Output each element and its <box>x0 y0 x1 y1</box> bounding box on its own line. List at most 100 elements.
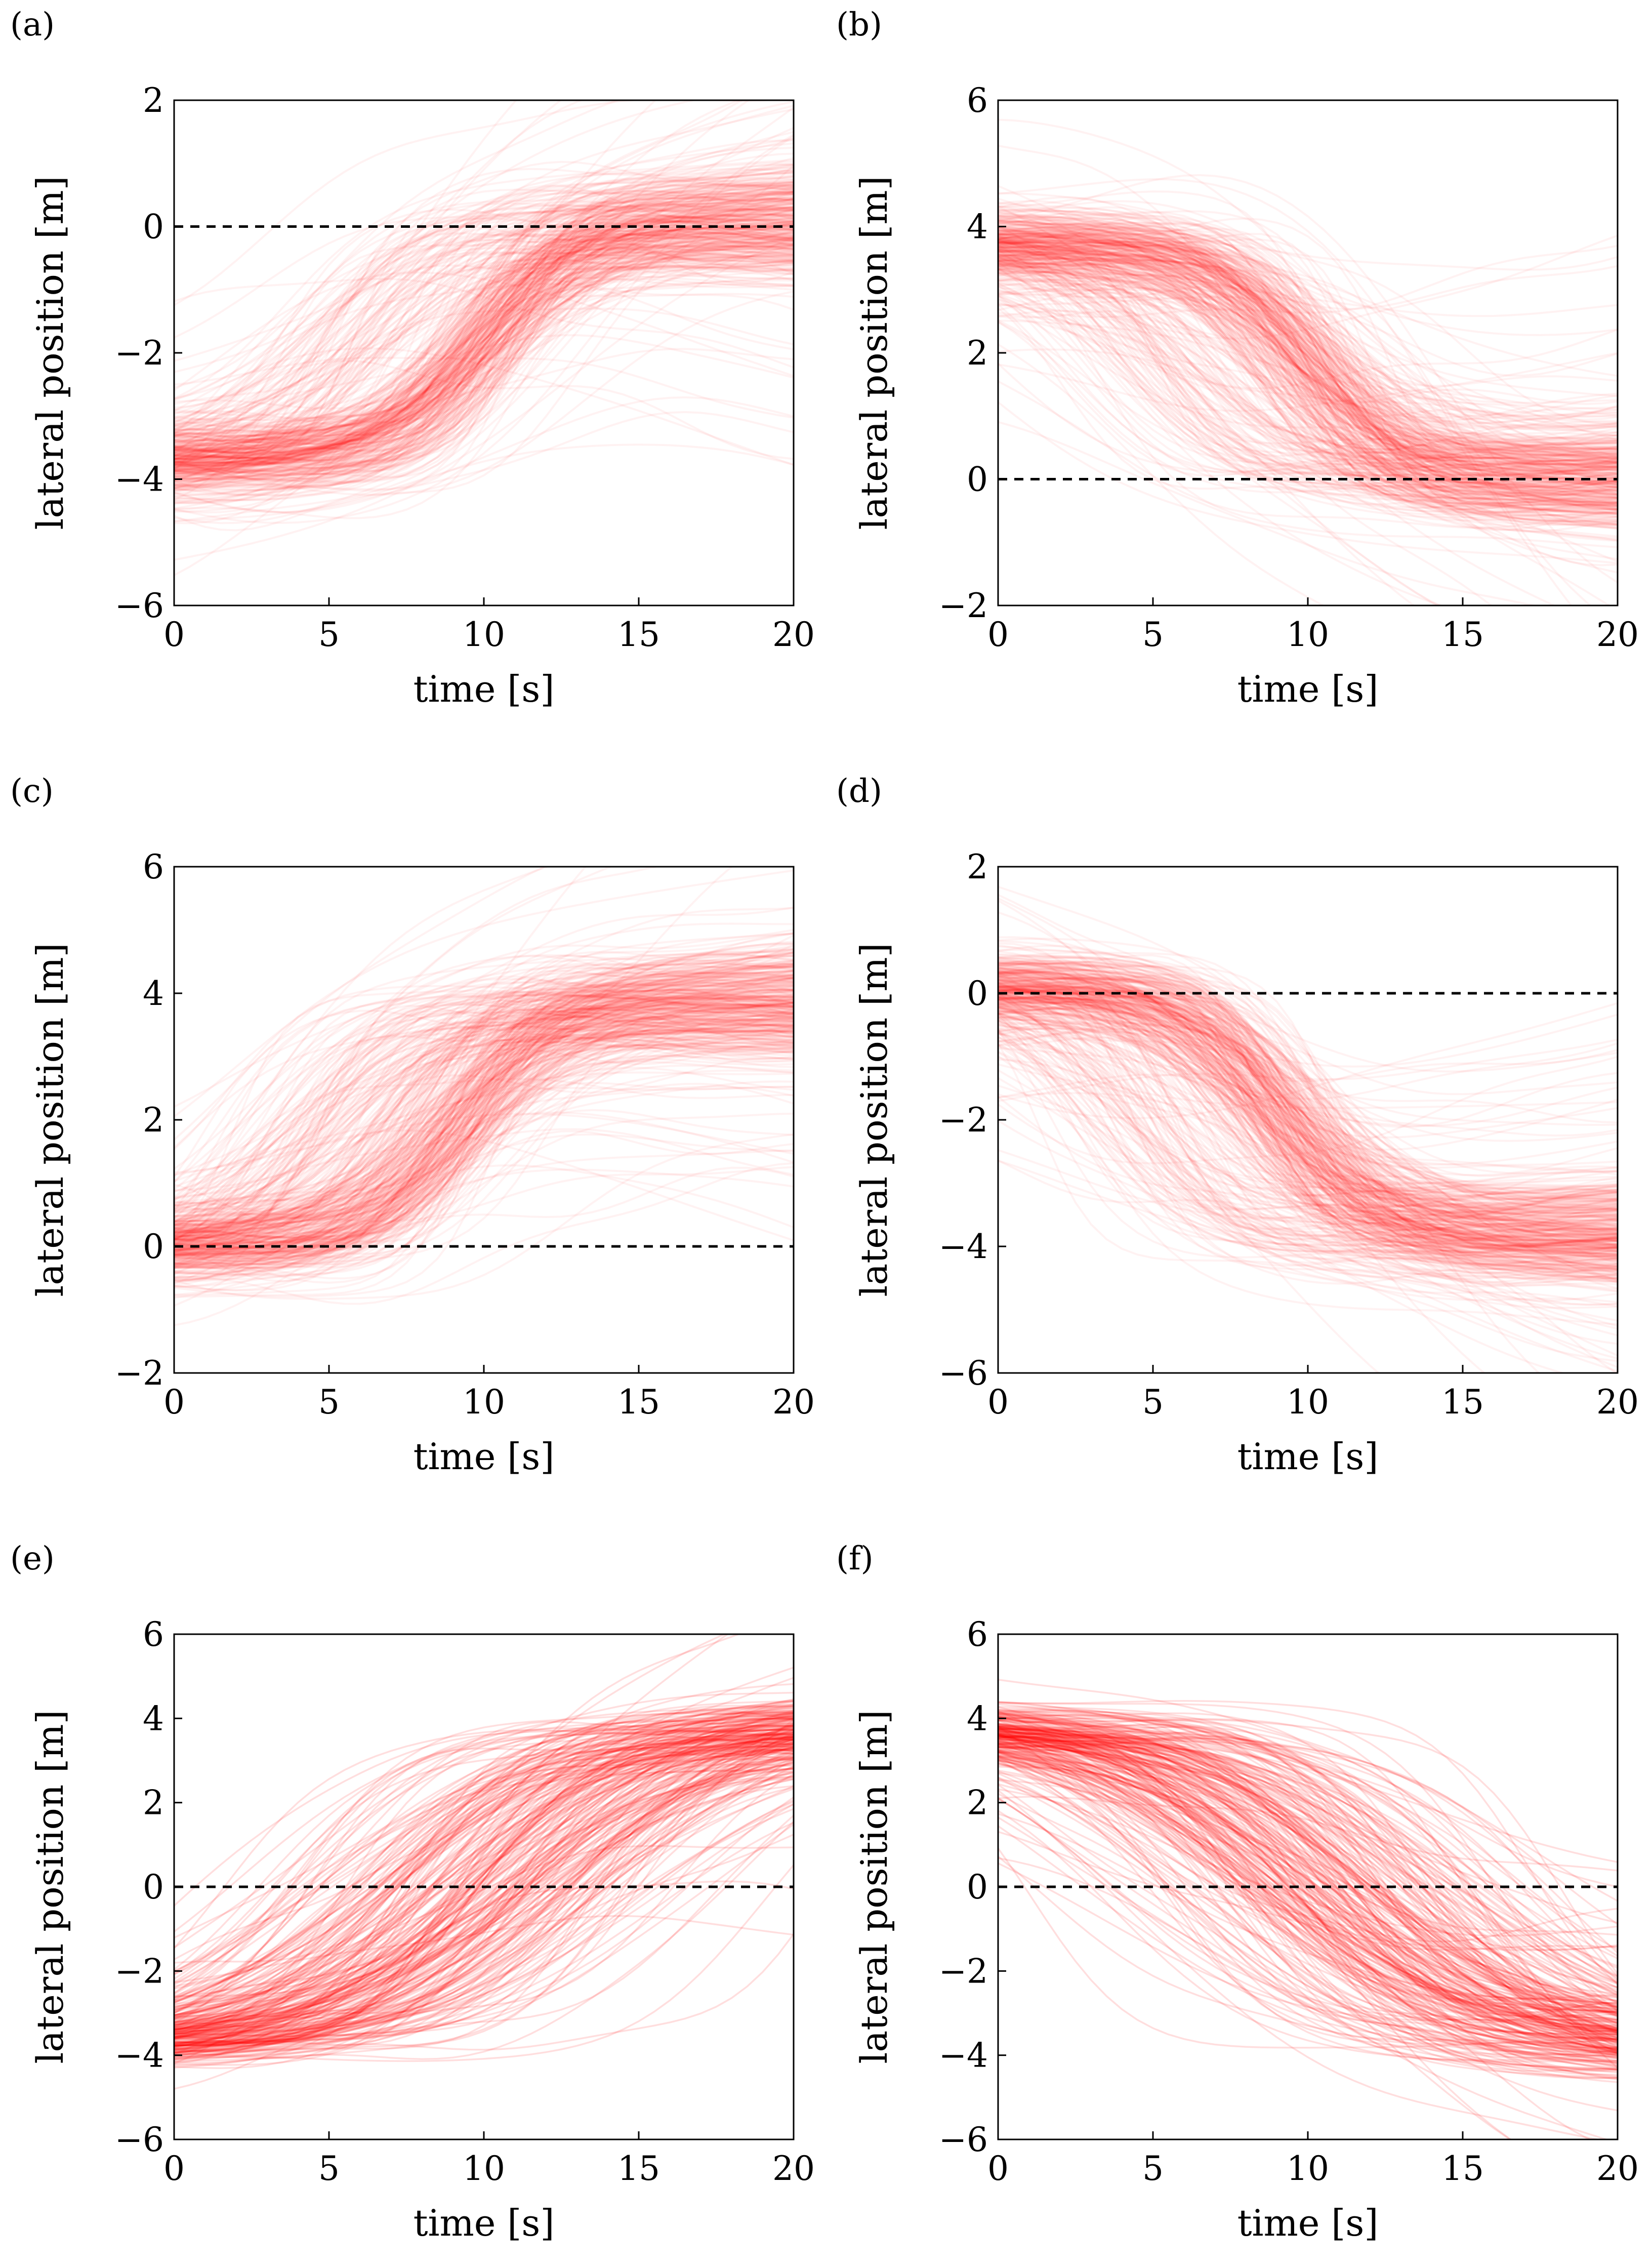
chart-c-trajectory <box>174 950 794 1236</box>
chart-d-trajectory <box>998 950 1618 1273</box>
chart-f-trajectory <box>998 1730 1618 2050</box>
chart-c-trajectory <box>174 1002 794 1259</box>
chart-e-trajectory <box>174 1729 794 1997</box>
chart-b-trajectory <box>998 205 1618 465</box>
chart-e-trajectory <box>174 1755 794 2062</box>
chart-b-trajectory <box>998 228 1618 479</box>
chart-f-trajectory <box>998 1735 1618 1954</box>
chart-e-trajectory <box>174 1735 794 2047</box>
chart-c-trajectory <box>174 1010 794 1255</box>
chart-f-trajectory <box>998 1728 1618 2044</box>
chart-a-trajectory <box>174 233 794 478</box>
chart-e-trajectory <box>174 1739 794 2038</box>
chart-b-trajectory <box>998 257 1618 419</box>
chart-d-trajectory <box>998 993 1618 1244</box>
chart-c-trajectory <box>174 1024 794 1149</box>
chart-d-trajectory <box>998 957 1618 1258</box>
chart-d-trajectory <box>998 993 1618 1252</box>
chart-c-trajectory <box>174 1005 794 1281</box>
chart-c-trajectory <box>174 978 794 1217</box>
chart-d-trajectory <box>998 1024 1618 1142</box>
chart-c-trajectory <box>174 1022 794 1247</box>
chart-c-trajectory <box>174 1027 794 1222</box>
chart-d-y-tick-label: 0 <box>967 974 988 1013</box>
chart-a-trajectory <box>174 217 794 491</box>
chart-a-trajectory <box>174 229 794 436</box>
chart-a-trajectory <box>174 210 794 458</box>
chart-d-trajectory <box>998 1055 1618 1304</box>
chart-d-trajectory <box>998 1016 1618 1247</box>
chart-c-trajectory <box>174 1015 794 1272</box>
chart-b-trajectory <box>998 242 1618 451</box>
chart-f-trajectory <box>998 1758 1618 2036</box>
chart-c-trajectory <box>174 996 794 1233</box>
chart-c-trajectory <box>174 1015 794 1240</box>
chart-b-trajectory <box>998 231 1618 432</box>
chart-d-trajectory <box>998 999 1618 1283</box>
chart-b-trajectory <box>998 253 1618 525</box>
chart-d-trajectory <box>998 945 1618 1283</box>
chart-c-trajectory <box>174 1002 794 1206</box>
chart-b-trajectory <box>998 219 1618 514</box>
chart-e-trajectory <box>174 1716 794 2047</box>
chart-d-trajectory <box>998 988 1618 1222</box>
chart-e-trajectory <box>174 1750 794 2041</box>
chart-c-trajectory <box>174 952 794 1257</box>
chart-c-trajectory <box>174 1003 794 1240</box>
chart-e-trajectory <box>174 1757 794 2051</box>
chart-e-trajectory <box>174 1757 794 2028</box>
chart-d-trajectory <box>998 971 1618 1259</box>
chart-e-trajectory <box>174 1728 794 2001</box>
chart-a-trajectory <box>174 193 794 463</box>
chart-d-trajectory <box>998 1017 1618 1327</box>
chart-d-trajectory <box>998 1012 1618 1247</box>
chart-c-trajectory <box>174 1030 794 1254</box>
chart-a-trajectory <box>174 239 794 466</box>
chart-c-trajectory <box>174 964 794 1259</box>
chart-c-trajectory <box>174 1046 794 1265</box>
chart-d-trajectory <box>998 969 1618 1252</box>
chart-a-trajectory <box>174 252 794 473</box>
chart-d-trajectory <box>998 978 1618 1223</box>
chart-f-trajectory <box>998 1744 1618 2071</box>
chart-f-trajectory <box>998 1730 1618 2031</box>
chart-a-trajectory <box>174 241 794 405</box>
chart-b-trajectory <box>998 250 1618 459</box>
chart-a-trajectory <box>174 257 794 482</box>
chart-c-trajectory <box>174 970 794 1228</box>
chart-d-trajectory <box>998 1011 1618 1306</box>
chart-e-trajectory <box>174 1722 794 2067</box>
chart-a-trajectory <box>174 225 794 484</box>
chart-d-trajectory <box>998 1003 1618 1215</box>
chart-f-trajectory <box>998 1727 1618 1995</box>
chart-c-trajectory <box>174 948 794 1251</box>
chart-f-trajectory <box>998 1749 1618 2049</box>
chart-c-trajectory <box>174 1028 794 1224</box>
chart-b-trajectory <box>998 245 1618 477</box>
chart-e-trajectory <box>174 1700 794 2069</box>
chart-d-trajectory <box>998 994 1618 1277</box>
chart-f-trajectory <box>998 1713 1618 2018</box>
chart-b-trajectory <box>998 200 1618 467</box>
chart-d-trajectory <box>998 980 1618 1225</box>
chart-f-trajectory <box>998 1722 1618 1997</box>
chart-d-trajectory <box>998 1029 1618 1201</box>
chart-c-trajectory <box>174 1032 794 1226</box>
chart-f-trajectory <box>998 1709 1618 2039</box>
chart-c-trajectory <box>174 1030 794 1243</box>
chart-d-trajectory <box>998 977 1618 1250</box>
chart-b-trajectory <box>998 240 1618 441</box>
chart-a-trajectory <box>174 245 794 462</box>
chart-f-trajectory <box>998 1711 1618 2039</box>
chart-c-trajectory <box>174 988 794 1212</box>
chart-b-trajectory <box>998 207 1618 462</box>
chart-b-trajectory <box>998 232 1618 512</box>
chart-e-trajectory <box>174 1749 794 2053</box>
chart-a-trajectory <box>174 168 794 436</box>
chart-d-trajectory <box>998 993 1618 1234</box>
chart-a-trajectory <box>174 184 794 469</box>
chart-a-trajectory <box>174 192 794 460</box>
chart-a-trajectory <box>174 277 794 475</box>
chart-b-trajectory <box>998 232 1618 495</box>
